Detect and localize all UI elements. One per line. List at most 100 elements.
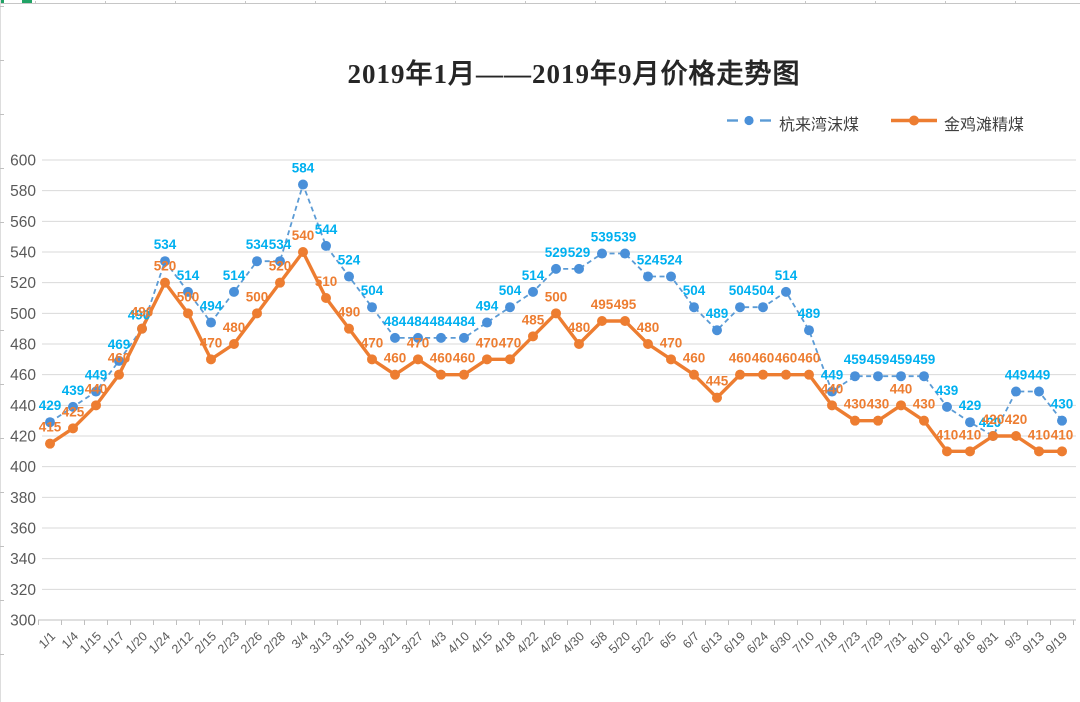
data-label: 425 [62,404,85,419]
y-axis-tick-label: 580 [10,183,36,200]
data-point-marker [804,325,814,336]
data-label: 420 [982,412,1005,427]
selection-accent-mark [0,0,4,3]
data-point-marker [551,308,561,319]
data-label: 514 [522,268,545,283]
row-boundary-tick [0,222,4,223]
data-point-marker [367,302,377,313]
data-label: 495 [614,297,637,312]
data-point-marker [689,369,699,380]
data-label: 460 [729,351,752,366]
x-axis-tick-label: 5/20 [606,629,633,656]
data-point-marker [436,369,446,380]
y-axis-labels: 600 580 560 540 520 500 480 460 440 420 400 380 360 3… [10,153,36,630]
row-boundary-tick [0,654,4,655]
data-point-marker [275,256,285,267]
x-axis-tick-label: 9/13 [1020,629,1047,656]
data-point-marker [758,302,768,313]
data-point-marker [689,302,699,313]
data-point-marker [919,415,929,426]
data-label: 534 [269,237,292,252]
x-axis-tick-label: 8/16 [951,629,978,656]
data-label: 500 [545,289,568,304]
data-point-marker [482,317,492,328]
data-point-marker [229,339,239,349]
legend-item-hanglaiwan[interactable]: 杭来湾沫煤 [726,111,859,135]
data-point-marker [712,325,722,336]
x-axis-tick-label: 1/20 [123,629,150,656]
data-point-marker [298,247,308,257]
data-point-marker [988,431,998,441]
data-label: 410 [1051,427,1074,442]
legend-item-jinjitan[interactable]: 金鸡滩精煤 [891,111,1024,135]
data-point-marker [781,369,791,380]
data-point-marker [666,271,676,282]
data-point-marker [45,417,55,428]
data-label: 470 [200,335,223,350]
data-label: 544 [315,222,338,237]
data-label: 420 [1005,412,1028,427]
data-point-marker [91,386,101,397]
data-label: 449 [1028,368,1051,383]
data-label: 430 [844,397,867,412]
column-boundary-tick [945,1,946,4]
x-axis-tick-label: 8/10 [905,629,932,656]
data-point-marker [597,316,607,326]
data-point-marker [804,369,814,380]
y-axis-tick-label: 480 [10,337,36,354]
column-boundary-tick [1015,1,1016,4]
data-point-marker [252,256,262,267]
y-axis-tick-label: 460 [10,367,36,384]
data-point-marker [321,293,331,303]
data-label: 504 [752,283,775,298]
data-label: 470 [660,335,683,350]
data-label: 494 [200,299,223,314]
spreadsheet-left-border [0,0,1,702]
x-axis-group [38,619,1076,625]
data-label: 524 [338,253,361,268]
x-axis-tick-label: 4/26 [537,629,564,656]
data-point-marker [827,400,837,411]
data-label: 429 [959,398,982,413]
data-point-marker [298,179,308,190]
data-label: 439 [936,383,959,398]
data-point-marker [528,286,538,297]
data-label: 480 [223,320,246,335]
data-label: 504 [729,283,752,298]
data-point-marker [183,286,193,297]
y-axis-tick-label: 500 [10,306,36,323]
data-label: 514 [223,268,246,283]
column-boundary-tick [105,1,106,4]
x-axis-tick-label: 2/12 [169,629,196,656]
data-label: 459 [890,352,913,367]
data-point-marker [942,401,952,412]
data-label: 460 [798,351,821,366]
data-label: 430 [913,397,936,412]
data-point-marker [620,248,630,259]
data-point-marker [712,392,722,403]
data-label: 460 [683,351,706,366]
data-point-marker [45,438,55,449]
data-label: 514 [177,268,200,283]
gridlines-group [42,159,1076,590]
data-label: 439 [62,383,85,398]
y-axis-tick-label: 600 [10,153,36,170]
row-boundary-tick [0,114,4,115]
data-point-marker [160,256,170,267]
data-point-marker [114,369,124,380]
data-label: 459 [867,352,890,367]
y-axis-tick-label: 420 [10,429,36,446]
x-axis-tick-label: 3/13 [307,629,334,656]
row-boundary-tick [0,60,4,61]
x-axis-tick-label: 1/24 [146,629,173,656]
data-point-marker [344,323,354,334]
data-label: 534 [246,237,269,252]
column-boundary-tick [595,1,596,4]
data-label: 489 [706,306,729,321]
x-axis-tick-label: 4/10 [445,629,472,656]
data-label: 459 [913,352,936,367]
x-axis-tick-label: 6/30 [767,629,794,656]
data-label: 504 [499,283,522,298]
data-label: 490 [128,308,151,323]
